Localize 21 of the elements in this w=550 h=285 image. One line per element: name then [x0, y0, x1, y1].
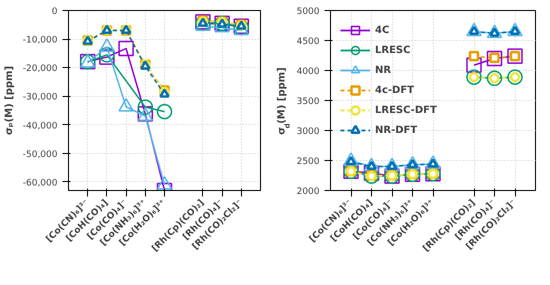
legend-label: LRESC-DFT — [375, 104, 437, 116]
y-tick-label: 0 — [52, 7, 58, 17]
y-tick-label: 5000 — [296, 7, 320, 17]
legend-label: LRESC — [375, 44, 410, 56]
y-tick-label: -10,000 — [22, 36, 58, 46]
y-tick-label: 2500 — [296, 157, 320, 167]
legend-label: NR — [375, 64, 392, 76]
y-tick-label: 4000 — [296, 67, 320, 77]
y-tick-label: -40,000 — [22, 121, 58, 132]
y-tick-label: -60,000 — [22, 178, 58, 188]
y-tick-label: -30,000 — [22, 92, 58, 103]
y-tick-label: 3500 — [296, 97, 320, 107]
legend-label: 4c-DFT — [375, 84, 414, 96]
y-tick-label: 3000 — [296, 127, 320, 137]
y-tick-label: -50,000 — [22, 150, 58, 160]
legend-label: NR-DFT — [375, 124, 418, 136]
y-axis-title: σₚ(M) [ppm] — [4, 66, 15, 136]
y-tick-label: 4500 — [296, 37, 320, 47]
legend-label: 4C — [375, 24, 390, 36]
y-tick-label: -20,000 — [22, 64, 58, 74]
y-tick-label: 2000 — [296, 187, 320, 197]
